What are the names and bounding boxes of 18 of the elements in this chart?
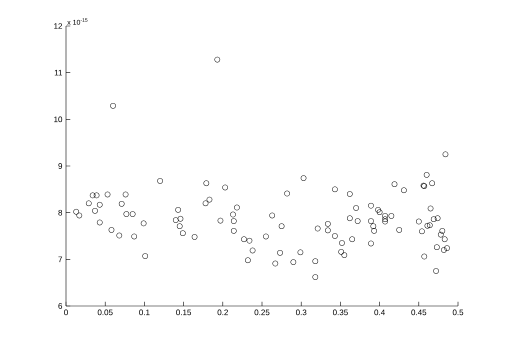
y-tick-label: 12 xyxy=(54,23,62,29)
x-tick-label: 0.15 xyxy=(176,310,192,316)
y-tick-label: 8 xyxy=(58,210,62,216)
x-tick-label: 0 xyxy=(64,310,68,316)
y-tick-label: 9 xyxy=(58,163,62,169)
x-tick-label: 0.35 xyxy=(332,310,348,316)
x-tick-label: 0.2 xyxy=(218,310,228,316)
x-tick-label: 0.45 xyxy=(411,310,426,316)
x-tick-label: 0.3 xyxy=(296,310,306,316)
x-tick-label: 0.1 xyxy=(139,310,150,316)
y-tick-label: 6 xyxy=(58,303,62,309)
x-tick-label: 0.5 xyxy=(452,310,464,316)
y-tick-label: 7 xyxy=(58,256,62,262)
x-tick-label: 0.4 xyxy=(374,310,385,316)
y-tick-label: 10 xyxy=(54,116,62,122)
y-tick-label: 11 xyxy=(54,70,62,76)
x-tick-label: 0.25 xyxy=(254,310,270,316)
x-tick-label: 0.05 xyxy=(98,310,113,316)
